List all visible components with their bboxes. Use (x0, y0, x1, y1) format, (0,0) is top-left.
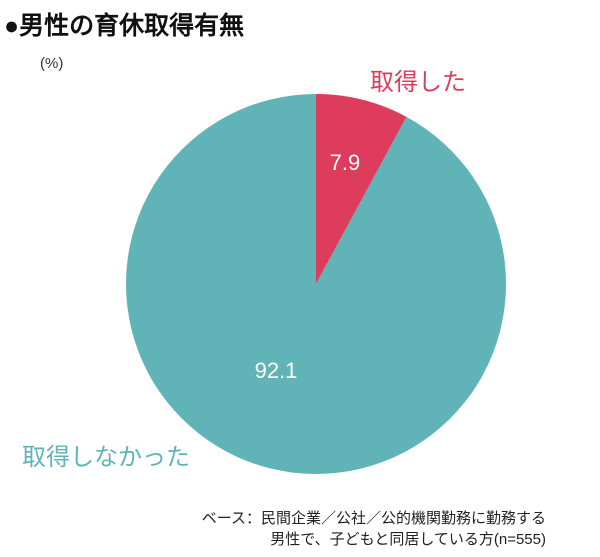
slice-label-taken: 取得した (370, 69, 466, 96)
slice-value-label: 92.1 (255, 358, 298, 383)
base-note-line1: ベース：民間企業／公社／公的機関勤務に勤務する (201, 510, 546, 527)
unit-label: (%) (40, 55, 64, 72)
pie-slice (126, 94, 506, 475)
base-note-line2: 男性で、子どもと同居している方(n=555) (270, 531, 546, 548)
slice-label-not-taken: 取得しなかった (22, 444, 190, 471)
pie-slice (316, 94, 407, 284)
slice-value-label: 7.9 (330, 150, 361, 175)
base-note: ベース：民間企業／公社／公的機関勤務に勤務する 男性で、子どもと同居している方(… (202, 508, 546, 550)
chart-title: ●男性の育休取得有無 (4, 12, 245, 40)
